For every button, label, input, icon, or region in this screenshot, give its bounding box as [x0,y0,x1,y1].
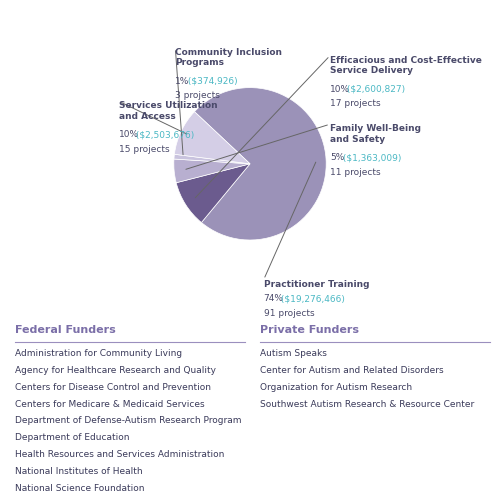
Text: 10%: 10% [119,130,139,140]
Text: 15 projects: 15 projects [119,145,170,154]
Text: 3 projects: 3 projects [176,92,220,100]
Text: 91 projects: 91 projects [264,308,314,318]
Text: 17 projects: 17 projects [330,99,380,108]
Text: Family Well-Being
and Safety: Family Well-Being and Safety [330,124,421,144]
Text: 10%: 10% [330,84,350,94]
Text: National Institutes of Health: National Institutes of Health [15,467,142,476]
Text: ($2,600,827): ($2,600,827) [344,84,406,94]
Wedge shape [176,164,250,222]
Text: Centers for Medicare & Medicaid Services: Centers for Medicare & Medicaid Services [15,400,204,408]
Text: Center for Autism and Related Disorders: Center for Autism and Related Disorders [260,366,443,374]
Text: Department of Defense-Autism Research Program: Department of Defense-Autism Research Pr… [15,416,241,426]
Text: Efficacious and Cost-Effective
Service Delivery: Efficacious and Cost-Effective Service D… [330,56,482,75]
Wedge shape [174,154,250,164]
Text: Organization for Autism Research: Organization for Autism Research [260,382,412,392]
Text: Centers for Disease Control and Prevention: Centers for Disease Control and Preventi… [15,382,211,392]
Text: Private Funders: Private Funders [260,326,358,336]
Text: Federal Funders: Federal Funders [15,326,116,336]
Text: Community Inclusion
Programs: Community Inclusion Programs [176,48,282,68]
Text: Practitioner Training: Practitioner Training [264,280,369,288]
Text: Autism Speaks: Autism Speaks [260,349,326,358]
Text: Agency for Healthcare Research and Quality: Agency for Healthcare Research and Quali… [15,366,216,374]
Text: ($1,363,009): ($1,363,009) [340,153,401,162]
Text: 11 projects: 11 projects [330,168,380,176]
Text: Southwest Autism Research & Resource Center: Southwest Autism Research & Resource Cen… [260,400,474,408]
Text: Department of Education: Department of Education [15,434,130,442]
Text: 1%: 1% [176,77,190,86]
Text: ($19,276,466): ($19,276,466) [278,294,345,303]
Wedge shape [174,159,250,183]
Text: ($374,926): ($374,926) [185,77,238,86]
Text: National Science Foundation: National Science Foundation [15,484,144,493]
Wedge shape [174,112,250,164]
Text: 5%: 5% [330,153,344,162]
Text: Services Utilization
and Access: Services Utilization and Access [119,102,218,120]
Text: 74%: 74% [264,294,283,303]
Text: Health Resources and Services Administration: Health Resources and Services Administra… [15,450,224,460]
Wedge shape [194,88,326,240]
Text: Administration for Community Living: Administration for Community Living [15,349,182,358]
Text: ($2,503,676): ($2,503,676) [134,130,194,140]
